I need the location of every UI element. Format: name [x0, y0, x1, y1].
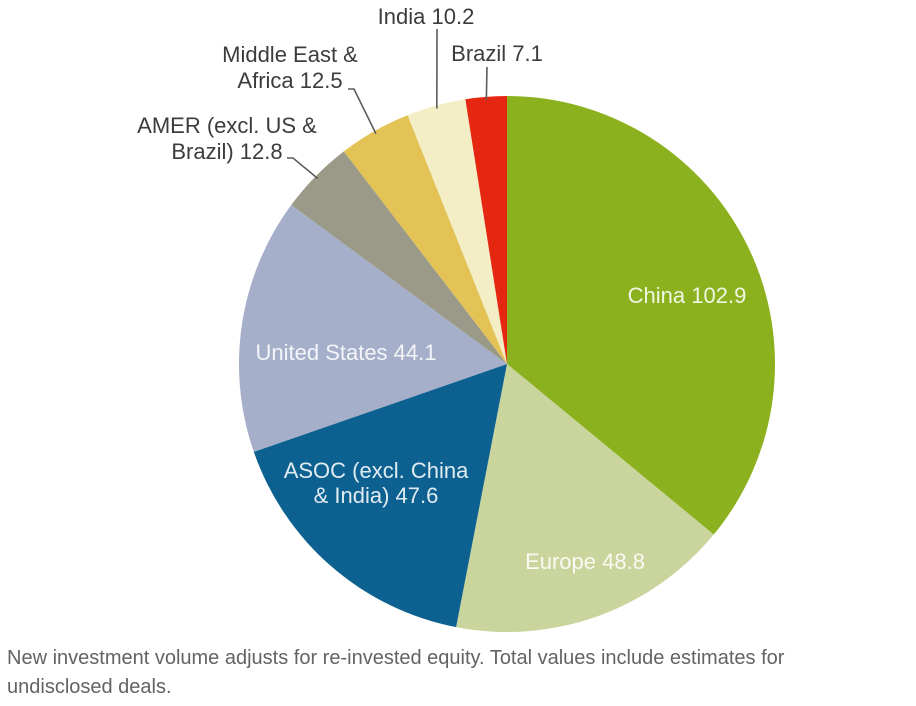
chart-footnote: New investment volume adjusts for re-inv…: [7, 647, 785, 698]
leader-line-middle-east-africa: [348, 88, 377, 135]
pie-slice-china: [507, 96, 775, 535]
leader-line-brazil: [485, 66, 488, 100]
slice-label-china: China 102.9: [628, 283, 747, 308]
slice-label-middle-east-africa: Middle East & Africa 12.5: [222, 42, 358, 93]
slice-label-amer-excl-us-brazil: AMER (excl. US & Brazil) 12.8: [137, 113, 317, 164]
slice-label-india: India 10.2: [378, 4, 475, 29]
pie-slice-asoc-excl-china-india: [253, 364, 507, 628]
slice-label-united-states: United States 44.1: [255, 340, 436, 365]
slice-label-europe: Europe 48.8: [525, 549, 645, 574]
pie-slice-united-states: [238, 205, 508, 452]
slice-label-brazil: Brazil 7.1: [451, 41, 543, 66]
pie-slice-amer-excl-us-brazil: [291, 151, 507, 364]
pie-slice-brazil: [465, 96, 507, 364]
pie-slice-europe: [456, 364, 714, 632]
leader-line-amer-excl-us-brazil: [287, 157, 319, 180]
pie-chart: China 102.9 Europe 48.8 ASOC (excl. China &…: [137, 4, 775, 632]
pie-slice-india: [407, 99, 507, 364]
pie-slice-middle-east-africa: [343, 115, 507, 365]
slice-label-asoc-excl-china-india: ASOC (excl. China & India) 47.6: [284, 458, 469, 508]
